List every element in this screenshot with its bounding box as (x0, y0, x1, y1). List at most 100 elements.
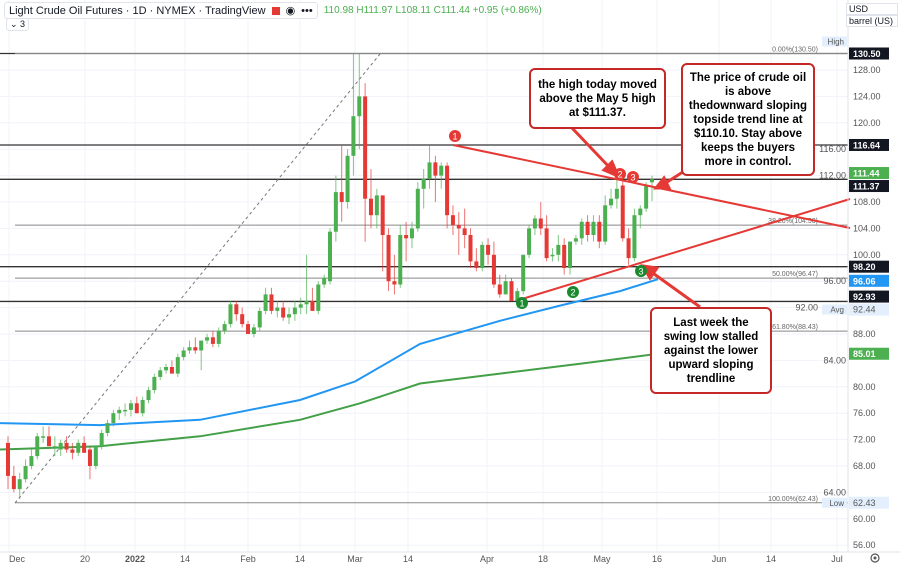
price-tag: 96.06 (853, 276, 876, 286)
settings-gear-icon[interactable] (870, 553, 880, 563)
candle-body (111, 413, 116, 424)
green-marker-label: 2 (570, 288, 575, 298)
candle-body (181, 350, 186, 358)
time-tick-label: 16 (652, 554, 662, 564)
time-tick-label: Mar (347, 554, 363, 564)
annotation-text: The price of crude oil is above thedownw… (688, 71, 808, 168)
candle-body (263, 294, 268, 311)
candle-body (450, 215, 455, 226)
red-marker-label: 1 (452, 132, 457, 142)
candle-body (29, 456, 34, 466)
candle-body (287, 314, 292, 318)
candle-body (310, 301, 315, 311)
time-axis[interactable]: Dec 20 2022 14 Feb 14 Mar 14 Apr 18 May 16 Jun 14 Jul (9, 554, 843, 564)
more-icon[interactable]: ••• (301, 4, 313, 17)
candle-body (35, 436, 40, 457)
candle-body (205, 337, 210, 341)
candle-body (193, 347, 198, 351)
price-axis[interactable]: 130.50 116.64 111.44 111.37 98.20 96.06 92.93 9… (795, 36, 889, 551)
eye-icon[interactable]: ◉ (285, 5, 296, 17)
candle-body (228, 304, 233, 325)
candle-body (527, 228, 532, 255)
candle-body (562, 244, 567, 268)
candle-body (345, 155, 350, 202)
candle-body (614, 188, 619, 199)
candle-body (374, 195, 379, 216)
time-tick-label: 14 (403, 554, 413, 564)
candle-body (298, 304, 303, 308)
candle-body (357, 96, 362, 117)
price-tick-label: 104.00 (853, 223, 881, 233)
ohlc-values: 110.98 H111.97 L108.11 C111.44 +0.95 (+0… (323, 5, 542, 16)
price-tick-label: 124.00 (853, 91, 881, 101)
unit-select[interactable]: barrel (US) (846, 15, 898, 27)
price-tag-bg (849, 47, 889, 60)
uptrend-line[interactable] (521, 198, 851, 300)
time-tick-label: 14 (766, 554, 776, 564)
time-tick-label: Feb (240, 554, 256, 564)
downtrend-line[interactable] (452, 144, 851, 229)
price-tag: 130.50 (853, 49, 881, 59)
candle-body (351, 116, 356, 156)
candle-body (140, 400, 145, 414)
indicator-count: 3 (20, 19, 26, 29)
price-tag: 92.93 (853, 292, 876, 302)
candle-body (609, 198, 614, 206)
candle-body (632, 215, 637, 259)
candle-body (257, 310, 262, 328)
ma-200-line (0, 352, 659, 451)
candle-body (579, 221, 584, 239)
candle-body (164, 367, 169, 371)
candle-body (269, 294, 274, 311)
time-tick-label: 18 (538, 554, 548, 564)
stat-value: 92.44 (853, 305, 876, 315)
stat-value-bg (849, 303, 889, 316)
candle-body (462, 228, 467, 235)
candle-body (152, 376, 157, 391)
price-tag-bg (849, 180, 889, 193)
annotation-swing-low[interactable]: Last week the swing low stalled against … (650, 307, 772, 394)
green-marker (567, 286, 579, 298)
currency-select[interactable]: USD (846, 3, 898, 15)
candle-body (87, 449, 92, 466)
candle-body (199, 340, 204, 351)
candle-body (58, 442, 63, 450)
time-tick-label: Dec (9, 554, 26, 564)
candle-body (187, 347, 192, 351)
price-tick-label: 84.00 (823, 355, 846, 365)
price-tick-label: 108.00 (853, 197, 881, 207)
price-tick-label: 56.00 (853, 540, 876, 550)
candle-body (240, 314, 245, 325)
price-tag: 111.44 (853, 169, 880, 179)
candle-body (17, 479, 22, 490)
candle-body (556, 244, 561, 255)
candle-body (292, 307, 297, 315)
price-tick-label: 120.00 (853, 118, 881, 128)
candle-body (433, 162, 438, 176)
indicators-toggle[interactable]: ⌄ 3 (6, 18, 30, 31)
price-tag-bg (849, 290, 889, 303)
flag-icon[interactable] (271, 6, 280, 15)
candle-body (52, 446, 57, 448)
candle-body (573, 238, 578, 242)
ma-100-line (0, 278, 659, 427)
candle-body (281, 307, 286, 318)
price-tick-label: 60.00 (853, 514, 876, 524)
stat-value: 62.43 (853, 498, 876, 508)
fib-level-label: 38.20%(104.50) (768, 218, 818, 225)
candle-body (134, 403, 139, 414)
candle-body (105, 423, 110, 433)
candle-body (421, 178, 426, 189)
candle-body (456, 225, 461, 229)
price-tag: 85.01 (853, 349, 876, 359)
price-tick-label: 64.00 (823, 487, 846, 497)
candle-body (304, 301, 309, 305)
time-tick-label: May (593, 554, 611, 564)
annotation-above-trendline[interactable]: The price of crude oil is above thedownw… (681, 63, 815, 176)
candle-body (175, 357, 180, 374)
annotation-high-today[interactable]: the high today moved above the May 5 hig… (529, 68, 666, 129)
candle-body (368, 198, 373, 216)
candle-body (146, 390, 151, 400)
symbol-title[interactable]: Light Crude Oil Futures · 1D · NYMEX · T… (4, 2, 318, 19)
